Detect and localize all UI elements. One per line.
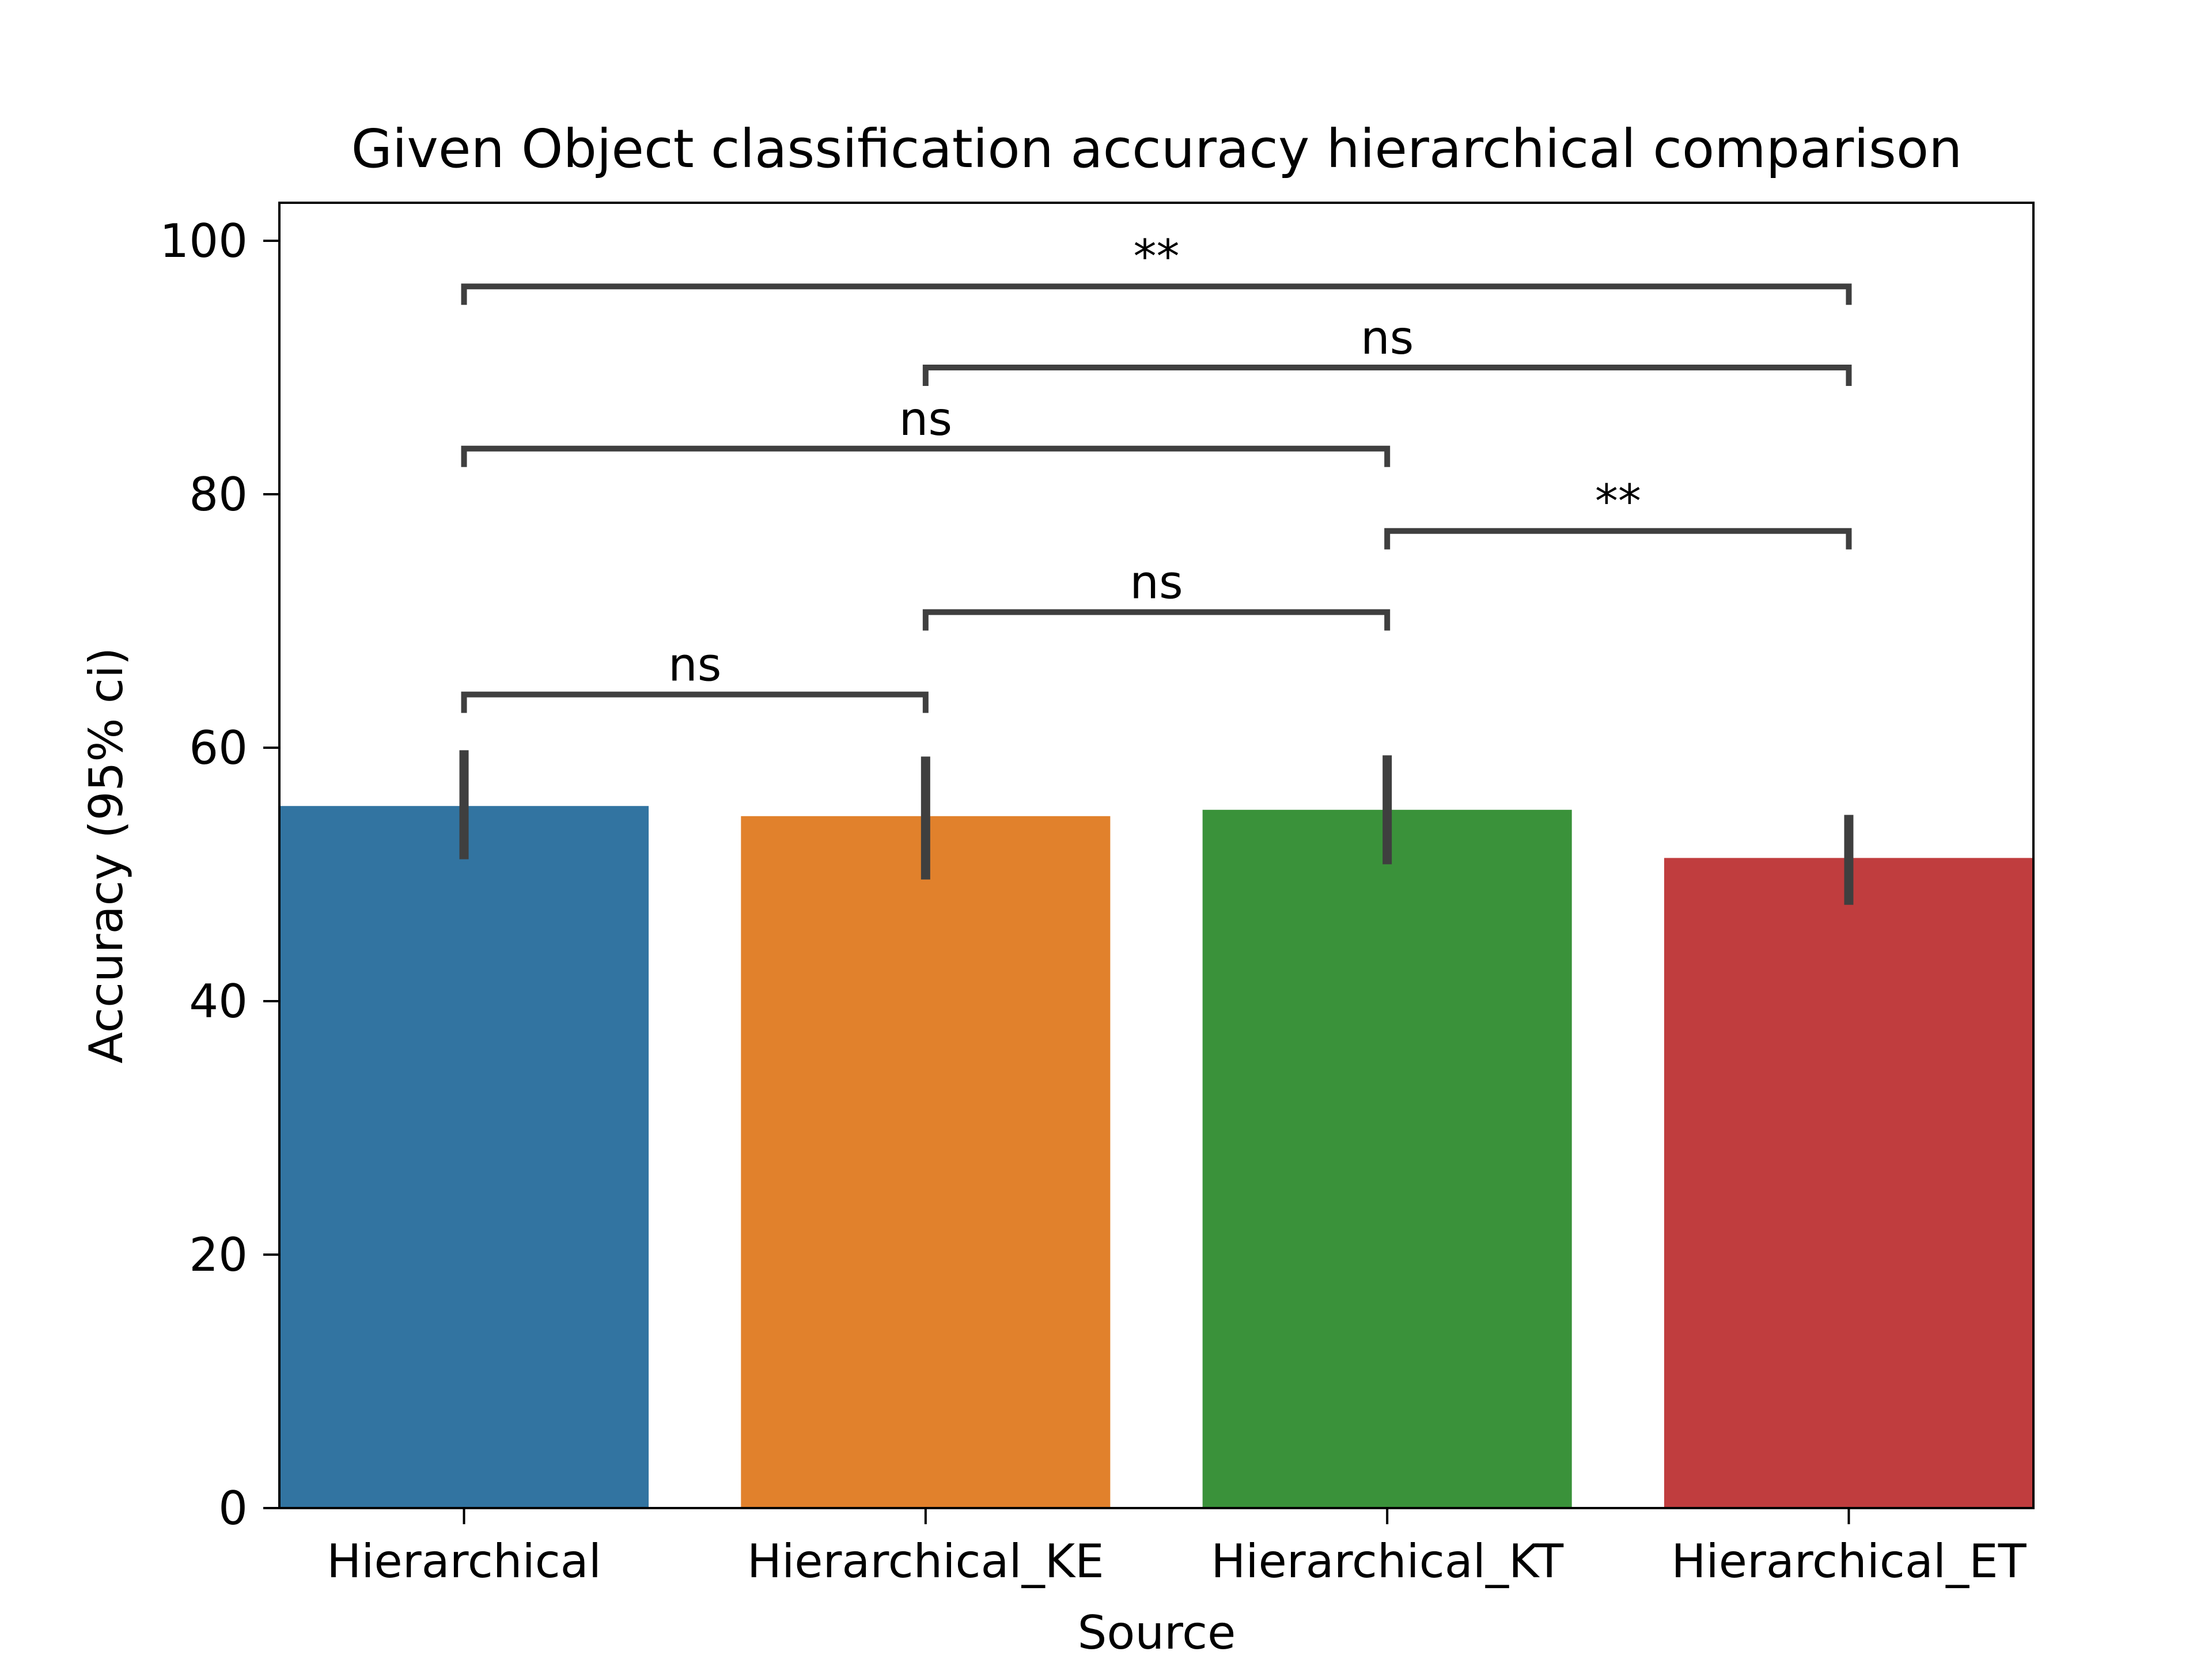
- chart-title: Given Object classification accuracy hie…: [351, 118, 1963, 180]
- x-tick-label-3: Hierarchical_ET: [1671, 1535, 2027, 1588]
- y-axis: 0 20 40 60 80 100: [160, 214, 279, 1535]
- y-tick-label-3: 60: [189, 721, 248, 775]
- x-tick-label-1: Hierarchical_KE: [747, 1535, 1104, 1588]
- y-tick-label-4: 80: [189, 468, 248, 521]
- x-tick-label-0: Hierarchical: [327, 1535, 601, 1588]
- bar-0: [279, 806, 649, 1508]
- y-tick-label-5: 100: [160, 214, 248, 268]
- x-axis: Hierarchical Hierarchical_KE Hierarchical_…: [327, 1508, 2027, 1588]
- significance-brackets: ns ns ** ns ns **: [461, 230, 1852, 713]
- y-tick-label-1: 20: [189, 1228, 248, 1282]
- x-tick-label-2: Hierarchical_KT: [1211, 1535, 1564, 1588]
- comparison-bracket-0: [461, 691, 929, 713]
- y-axis-label: Accuracy (95% ci): [79, 647, 133, 1064]
- comparison-label-2: **: [1595, 475, 1641, 528]
- comparison-bracket-1: [922, 609, 1391, 631]
- x-axis-label: Source: [1078, 1606, 1236, 1659]
- plot-frame: [278, 202, 2035, 1509]
- comparison-bracket-3: [461, 445, 1391, 467]
- comparison-bracket-4: [922, 365, 1852, 386]
- bars-layer: [279, 806, 2033, 1508]
- bar-3: [1664, 858, 2033, 1508]
- bar-1: [741, 816, 1111, 1508]
- y-tick-label-2: 40: [189, 975, 248, 1028]
- comparison-bracket-2: [1384, 528, 1852, 550]
- comparison-label-0: ns: [668, 638, 721, 692]
- comparison-label-1: ns: [1130, 556, 1183, 609]
- comparison-bracket-5: [461, 283, 1852, 305]
- y-tick-label-0: 0: [218, 1482, 248, 1535]
- bar-2: [1202, 809, 1572, 1508]
- comparison-label-3: ns: [899, 392, 952, 446]
- errorbars-layer: [459, 750, 1854, 905]
- comparison-label-5: **: [1134, 230, 1180, 283]
- comparison-label-4: ns: [1361, 311, 1414, 365]
